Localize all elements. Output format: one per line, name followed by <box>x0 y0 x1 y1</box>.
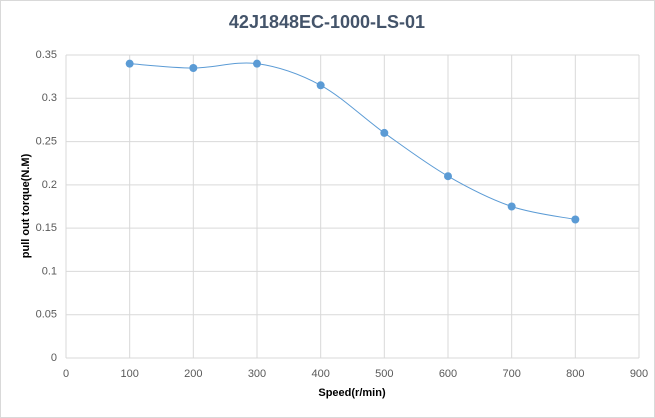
y-axis-title: pull out torque(N.M) <box>20 153 32 258</box>
x-tick-label: 900 <box>630 368 648 380</box>
x-tick-label: 500 <box>375 368 393 380</box>
data-point <box>380 128 389 137</box>
data-point <box>444 172 452 181</box>
data-point <box>189 63 198 72</box>
series-line <box>129 62 576 220</box>
x-tick-label: 100 <box>120 368 138 380</box>
y-tick-label: 0 <box>51 352 57 364</box>
y-tick-label: 0.2 <box>42 179 57 191</box>
x-tick-label: 300 <box>248 368 266 380</box>
y-tick-label: 0.05 <box>36 309 57 321</box>
data-point <box>125 59 134 68</box>
data-point <box>316 81 325 90</box>
x-tick-label: 200 <box>184 368 202 380</box>
x-tick-label: 700 <box>502 368 520 380</box>
data-point <box>507 202 516 211</box>
y-tick-label: 0.15 <box>36 222 57 234</box>
y-tick-label: 0.3 <box>42 92 57 104</box>
x-axis-title: Speed(r/min) <box>318 387 386 399</box>
x-tick-label: 600 <box>439 368 457 380</box>
data-point <box>253 59 261 68</box>
chart-title: 42J1848EC-1000-LS-01 <box>229 12 425 32</box>
x-tick-label: 800 <box>566 368 584 380</box>
x-tick-label: 0 <box>63 368 69 380</box>
x-tick-label: 400 <box>311 368 329 380</box>
data-point <box>571 215 580 224</box>
y-tick-label: 0.1 <box>42 265 57 277</box>
y-tick-label: 0.25 <box>36 135 57 147</box>
y-tick-label: 0.35 <box>36 49 57 61</box>
